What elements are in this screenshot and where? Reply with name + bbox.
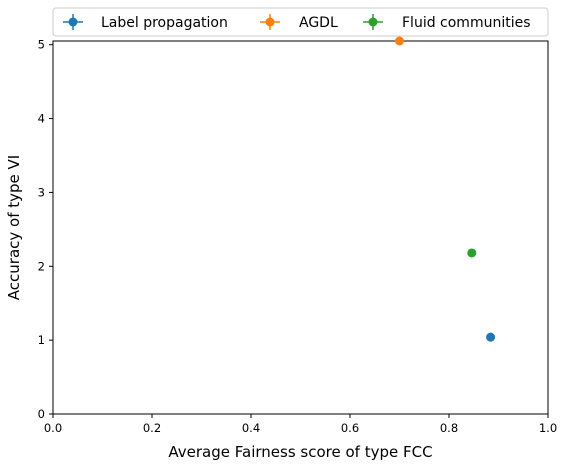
x-tick-label: 0.0 [44, 421, 62, 435]
y-tick-label: 4 [38, 112, 45, 126]
legend-item: Label propagation [63, 14, 228, 31]
x-tick-label: 1.0 [539, 421, 557, 435]
y-tick-label: 1 [38, 333, 45, 347]
legend-marker [68, 17, 78, 27]
x-tick-label: 0.2 [143, 421, 161, 435]
data-point [467, 248, 477, 258]
legend-label: Label propagation [101, 15, 228, 31]
data-point [486, 332, 496, 342]
plot-area [52, 40, 549, 415]
x-axis-label: Average Fairness score of type FCC [168, 443, 432, 461]
legend: Label propagation AGDL Fluid communities [52, 7, 549, 37]
data-point [395, 36, 404, 46]
y-tick-label: 3 [38, 185, 45, 199]
x-tick-label: 0.6 [341, 421, 359, 435]
y-axis: 0 1 2 3 4 5 [38, 38, 53, 421]
legend-marker [265, 17, 275, 27]
legend-label: Fluid communities [402, 15, 531, 31]
y-tick-label: 0 [38, 407, 45, 421]
y-tick-label: 2 [38, 259, 45, 273]
x-tick-label: 0.8 [440, 421, 458, 435]
legend-label: AGDL [299, 15, 338, 31]
legend-item: Fluid communities [363, 14, 531, 31]
x-tick-label: 0.4 [242, 421, 260, 435]
y-tick-label: 5 [38, 38, 45, 52]
legend-frame [52, 7, 549, 37]
data-points [395, 36, 496, 342]
legend-marker [368, 17, 378, 27]
legend-item: AGDL [260, 14, 338, 31]
y-axis-label: Accuracy of type VI [5, 155, 23, 300]
x-axis: 0.0 0.2 0.4 0.6 0.8 1.0 [44, 414, 557, 435]
